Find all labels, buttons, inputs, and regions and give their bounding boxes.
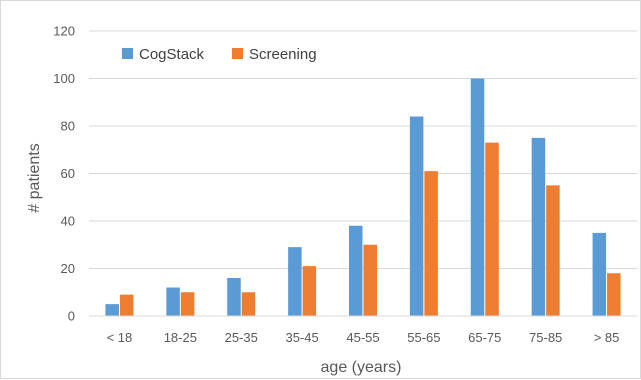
- x-axis-ticks: < 18 18-25 25-35 35-45 45-55 55-65 65-75 75-85 >…: [107, 330, 620, 345]
- y-tick-label: 40: [61, 214, 75, 229]
- y-axis-title: # patients: [26, 143, 43, 212]
- bar-cogstack-7: [531, 137, 546, 316]
- bar-screening-1: [180, 292, 195, 316]
- bar-screening-5: [424, 171, 438, 316]
- bar-cogstack-6: [470, 78, 485, 316]
- legend-swatch-screening: [232, 48, 243, 59]
- x-axis-title: age (years): [321, 359, 402, 376]
- gridlines: [89, 30, 637, 269]
- x-tick-label: 35-45: [285, 330, 318, 345]
- y-tick-label: 120: [53, 24, 75, 39]
- y-tick-label: 80: [61, 119, 75, 134]
- bar-cogstack-8: [592, 232, 607, 316]
- bar-screening-7: [546, 185, 560, 316]
- bars: [105, 78, 621, 316]
- y-tick-label: 0: [68, 309, 75, 324]
- x-tick-label: 65-75: [468, 330, 501, 345]
- bar-screening-4: [363, 244, 377, 316]
- y-tick-label: 20: [61, 261, 75, 276]
- bar-cogstack-4: [349, 225, 363, 316]
- legend-label-cogstack: CogStack: [139, 46, 205, 63]
- x-tick-label: 75-85: [529, 330, 562, 345]
- x-tick-label: < 18: [107, 330, 133, 345]
- bar-screening-0: [119, 294, 134, 316]
- bar-screening-2: [241, 292, 256, 316]
- bar-screening-8: [607, 273, 621, 316]
- y-tick-label: 60: [61, 166, 75, 181]
- bar-cogstack-2: [227, 278, 241, 316]
- legend-swatch-cogstack: [122, 48, 133, 59]
- bar-cogstack-5: [409, 116, 424, 316]
- x-tick-label: 18-25: [164, 330, 197, 345]
- bar-cogstack-3: [288, 247, 302, 316]
- y-axis-ticks: 0 20 40 60 80 100 120: [53, 24, 75, 324]
- bar-screening-6: [485, 142, 499, 316]
- y-tick-label: 100: [53, 71, 75, 86]
- bar-cogstack-1: [166, 287, 180, 316]
- x-tick-label: 25-35: [225, 330, 258, 345]
- bar-screening-3: [302, 266, 317, 316]
- legend: CogStack Screening: [122, 46, 317, 63]
- x-tick-label: > 85: [594, 330, 620, 345]
- x-tick-label: 45-55: [346, 330, 379, 345]
- x-tick-label: 55-65: [407, 330, 440, 345]
- legend-label-screening: Screening: [249, 46, 317, 63]
- bar-cogstack-0: [105, 304, 119, 316]
